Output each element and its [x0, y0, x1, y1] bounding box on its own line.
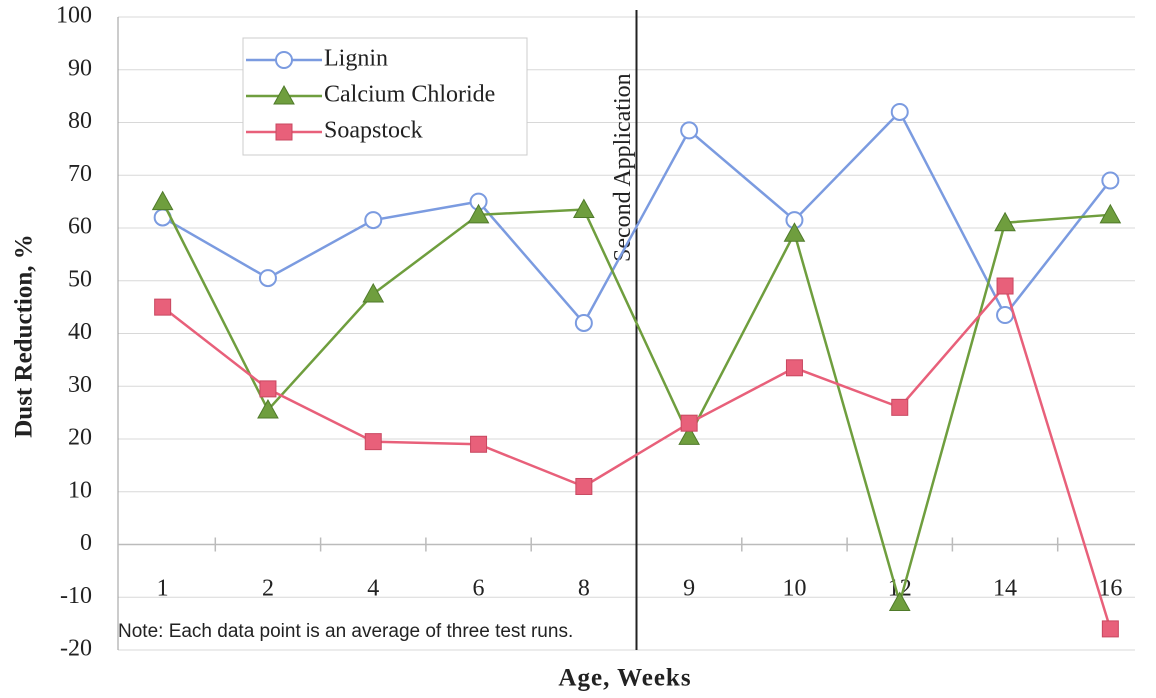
x-tick-label: 9: [683, 576, 695, 602]
y-tick-label: -10: [60, 583, 92, 609]
marker: [680, 414, 698, 432]
marker: [891, 398, 909, 416]
y-axis-label: Dust Reduction, %: [11, 234, 38, 438]
marker: [364, 211, 383, 230]
x-tick-label: 1: [157, 576, 169, 602]
marker: [275, 123, 293, 141]
note: Note: Each data point is an average of t…: [118, 621, 573, 642]
y-tick-label: -20: [60, 636, 92, 662]
marker: [994, 211, 1016, 232]
marker: [678, 425, 700, 445]
series-line: [162, 109, 1112, 326]
marker: [575, 477, 593, 495]
marker: [680, 121, 699, 140]
series-line: [161, 283, 1112, 630]
marker: [470, 435, 488, 453]
legend-label: Calcium Chloride: [324, 82, 495, 108]
x-axis-label: Age, Weeks: [558, 665, 691, 692]
y-tick-label: 100: [56, 3, 92, 29]
y-tick-label: 40: [68, 319, 92, 345]
marker: [783, 222, 806, 242]
y-tick-label: 50: [68, 266, 92, 292]
marker: [888, 591, 911, 612]
marker: [573, 198, 595, 219]
y-tick-label: 70: [68, 161, 92, 187]
marker: [890, 102, 909, 121]
y-tick-label: 90: [68, 55, 92, 81]
y-tick-label: 60: [68, 214, 92, 240]
x-tick-label: 14: [993, 576, 1017, 602]
marker: [257, 398, 279, 419]
y-tick-label: 0: [80, 530, 92, 556]
marker: [362, 282, 385, 303]
x-tick-label: 10: [782, 576, 806, 602]
x-tick-label: 16: [1098, 576, 1122, 602]
marker: [364, 433, 382, 451]
y-tick-label: 80: [68, 108, 92, 134]
x-tick-label: 2: [262, 576, 274, 602]
marker: [259, 380, 277, 398]
x-tick-label: 8: [578, 576, 590, 602]
marker: [467, 203, 490, 224]
second-application-label: Second Application: [610, 73, 636, 262]
marker: [258, 269, 277, 288]
legend-label: Lignin: [324, 46, 388, 72]
marker: [154, 298, 172, 316]
marker: [1101, 620, 1119, 638]
x-tick-label: 4: [367, 576, 379, 602]
marker: [785, 359, 803, 377]
marker: [574, 313, 593, 332]
marker: [273, 84, 295, 105]
marker: [996, 277, 1014, 295]
y-tick-label: 30: [68, 372, 92, 398]
marker: [996, 306, 1015, 325]
marker: [151, 190, 174, 211]
marker: [1099, 203, 1122, 224]
y-tick-label: 10: [68, 477, 92, 503]
marker: [275, 51, 293, 69]
x-tick-label: 6: [473, 576, 485, 602]
series-line: [161, 201, 1111, 608]
y-tick-label: 20: [68, 425, 92, 451]
marker: [1101, 171, 1120, 190]
legend-label: Soapstock: [324, 118, 423, 144]
